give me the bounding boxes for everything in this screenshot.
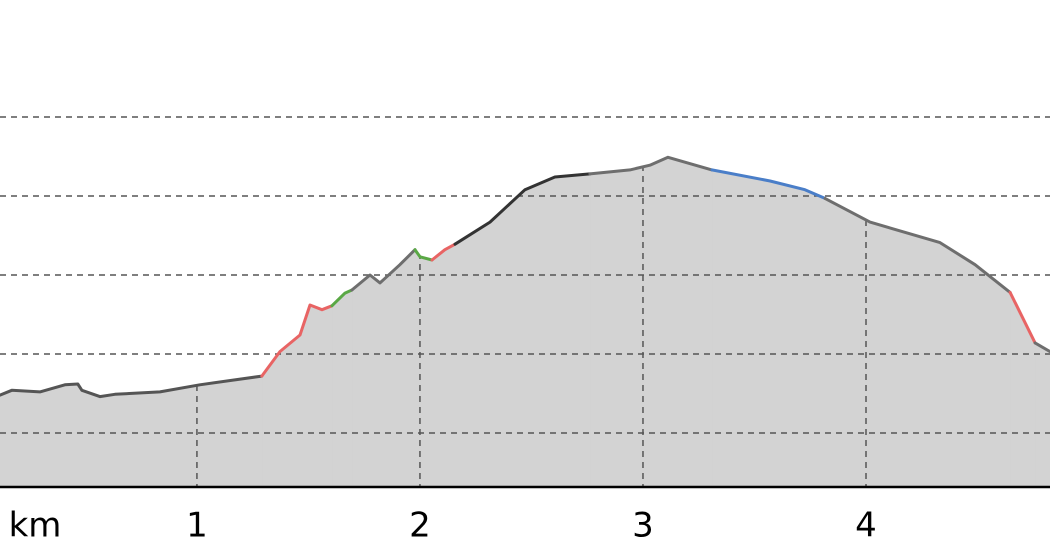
area-fill bbox=[261, 304, 333, 488]
area-fill bbox=[351, 248, 416, 488]
profile-line bbox=[413, 248, 434, 262]
profile-line bbox=[710, 168, 827, 200]
area-fill bbox=[1034, 342, 1050, 488]
profile-line bbox=[823, 196, 1012, 294]
profile-line bbox=[1033, 341, 1050, 354]
profile-line bbox=[430, 242, 457, 262]
x-tick-label: 4 bbox=[855, 506, 877, 546]
area-fill bbox=[711, 169, 826, 488]
area-fill bbox=[454, 173, 591, 488]
area-fill bbox=[1009, 292, 1036, 488]
area-fill bbox=[824, 197, 1011, 488]
area-fill bbox=[414, 248, 433, 488]
x-tick-label: 2 bbox=[409, 506, 431, 546]
y-grid bbox=[0, 116, 1050, 434]
profile-lines bbox=[0, 155, 1050, 399]
profile-line bbox=[260, 303, 334, 378]
area-fill bbox=[331, 289, 353, 488]
profile-line bbox=[0, 374, 264, 399]
profile-line bbox=[1008, 290, 1037, 345]
x-axis-label: km bbox=[9, 506, 62, 546]
area-fill bbox=[589, 156, 713, 488]
profile-line bbox=[330, 288, 354, 308]
area-fills bbox=[0, 156, 1050, 488]
x-tick-label: 3 bbox=[632, 506, 654, 546]
profile-line bbox=[453, 172, 592, 246]
x-axis: 1 2 3 4 bbox=[0, 485, 1050, 546]
area-fill bbox=[431, 243, 456, 488]
profile-line bbox=[588, 155, 714, 176]
profile-line bbox=[350, 248, 417, 292]
x-tick-label: 1 bbox=[186, 506, 208, 546]
